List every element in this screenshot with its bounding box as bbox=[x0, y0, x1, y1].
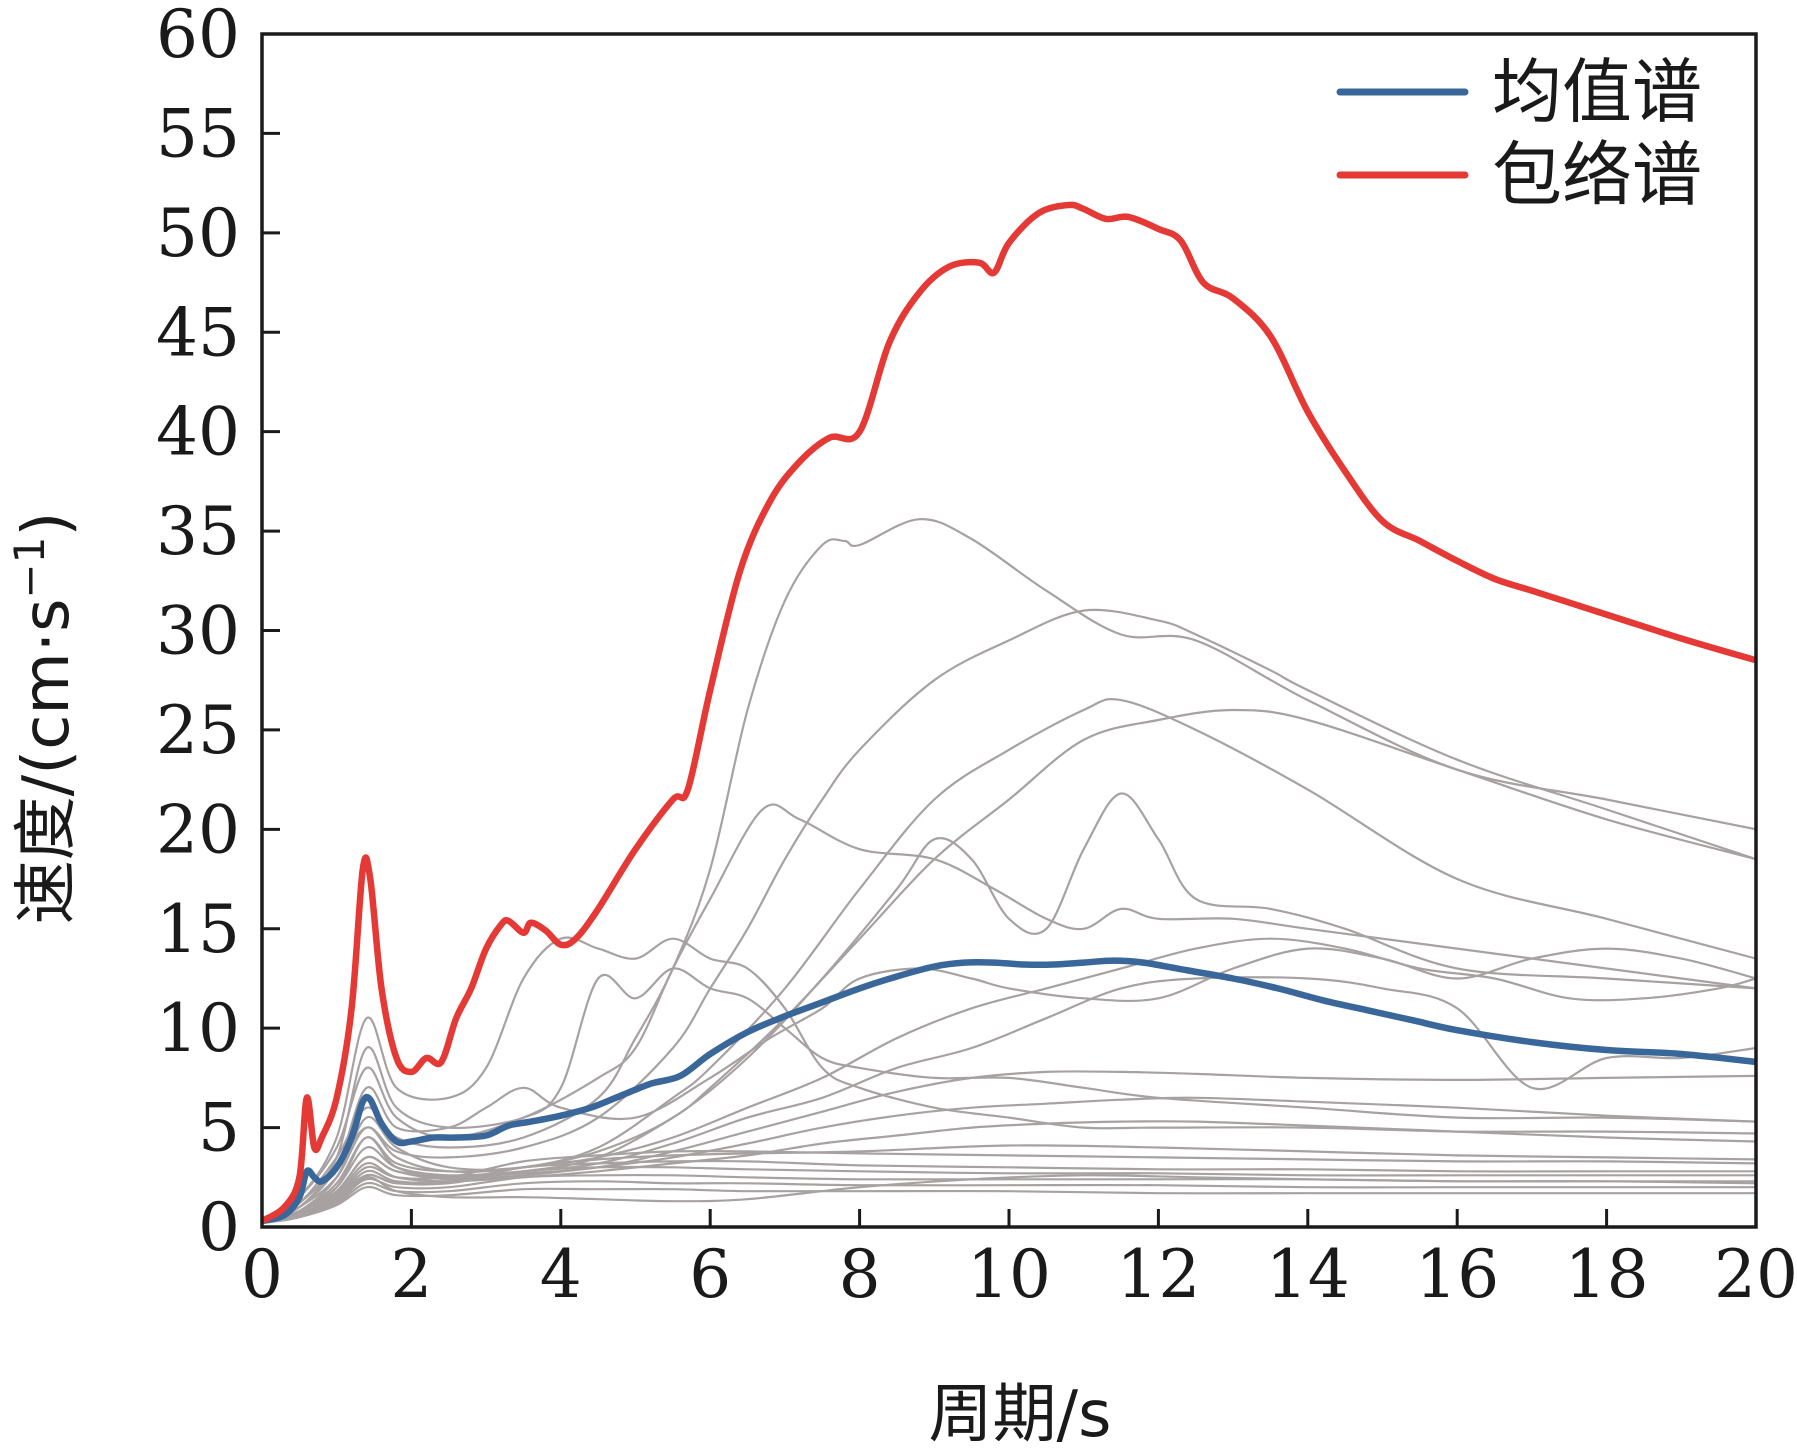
x-tick-label: 12 bbox=[1116, 1236, 1200, 1313]
individual-spectrum-line-11 bbox=[262, 976, 1756, 1225]
individual-spectrum-line-7 bbox=[262, 936, 1756, 1224]
y-tick-label: 20 bbox=[156, 791, 240, 868]
x-tick-label: 14 bbox=[1266, 1236, 1350, 1313]
y-tick-label: 15 bbox=[156, 891, 240, 968]
y-axis-title-main: 速度/(cm·s bbox=[10, 599, 84, 925]
y-tick-label: 40 bbox=[156, 394, 240, 471]
summary-spectra-group bbox=[262, 201, 1756, 1225]
individual-spectrum-line-2 bbox=[262, 608, 1756, 1225]
individual-spectrum-line-1 bbox=[262, 518, 1756, 1224]
y-tick-label: 55 bbox=[156, 95, 240, 172]
x-tick-label: 10 bbox=[967, 1236, 1051, 1313]
x-tick-label: 2 bbox=[390, 1236, 432, 1313]
legend-label-mean: 均值谱 bbox=[1492, 51, 1702, 133]
x-axis-title: 周期/s bbox=[929, 1378, 1112, 1451]
individual-spectrum-line-6 bbox=[262, 792, 1756, 1225]
individual-spectrum-line-19 bbox=[262, 1180, 1756, 1225]
mean-spectrum-line bbox=[262, 957, 1756, 1225]
individual-spectrum-line-3 bbox=[262, 697, 1756, 1225]
y-tick-label: 45 bbox=[156, 294, 240, 371]
x-tick-label: 6 bbox=[689, 1236, 731, 1313]
individual-spectrum-line-10 bbox=[262, 937, 1756, 1225]
individual-spectrum-line-16 bbox=[262, 1159, 1756, 1225]
individual-spectrum-line-12 bbox=[262, 1070, 1756, 1225]
x-tick-label: 20 bbox=[1714, 1236, 1797, 1313]
y-tick-label: 0 bbox=[198, 1189, 240, 1266]
x-tick-label: 4 bbox=[540, 1236, 582, 1313]
individual-spectrum-line-5 bbox=[262, 803, 1756, 1224]
y-axis-title-close: ) bbox=[10, 512, 84, 537]
y-tick-label: 30 bbox=[156, 593, 240, 670]
individual-spectrum-line-22 bbox=[262, 1144, 1756, 1225]
y-tick-label: 10 bbox=[156, 990, 240, 1067]
ticks-group: 0 2 4 6 8 10 12 14 16 18 2005101520253035404550556… bbox=[156, 0, 1797, 1313]
individual-spectrum-line-13 bbox=[262, 1096, 1756, 1225]
individual-spectra-group bbox=[262, 518, 1756, 1225]
y-axis-title-superscript: −1 bbox=[5, 537, 54, 599]
x-tick-label: 0 bbox=[241, 1236, 283, 1313]
y-axis-title: 速度/(cm·s−1) bbox=[5, 512, 84, 925]
individual-spectrum-line-9 bbox=[262, 947, 1756, 1225]
legend-label-envelope: 包络谱 bbox=[1492, 134, 1702, 216]
individual-spectrum-line-21 bbox=[262, 1174, 1756, 1225]
individual-spectrum-line-14 bbox=[262, 1120, 1756, 1225]
x-tick-label: 18 bbox=[1565, 1236, 1649, 1313]
y-tick-label: 5 bbox=[198, 1090, 240, 1167]
x-tick-label: 8 bbox=[839, 1236, 881, 1313]
y-tick-label: 60 bbox=[156, 0, 240, 73]
x-tick-label: 16 bbox=[1415, 1236, 1499, 1313]
y-tick-label: 50 bbox=[156, 195, 240, 272]
y-tick-label: 35 bbox=[156, 493, 240, 570]
y-tick-label: 25 bbox=[156, 692, 240, 769]
individual-spectrum-line-20 bbox=[262, 1185, 1756, 1225]
individual-spectrum-line-8 bbox=[262, 967, 1756, 1224]
envelope-spectrum-line bbox=[262, 201, 1756, 1225]
